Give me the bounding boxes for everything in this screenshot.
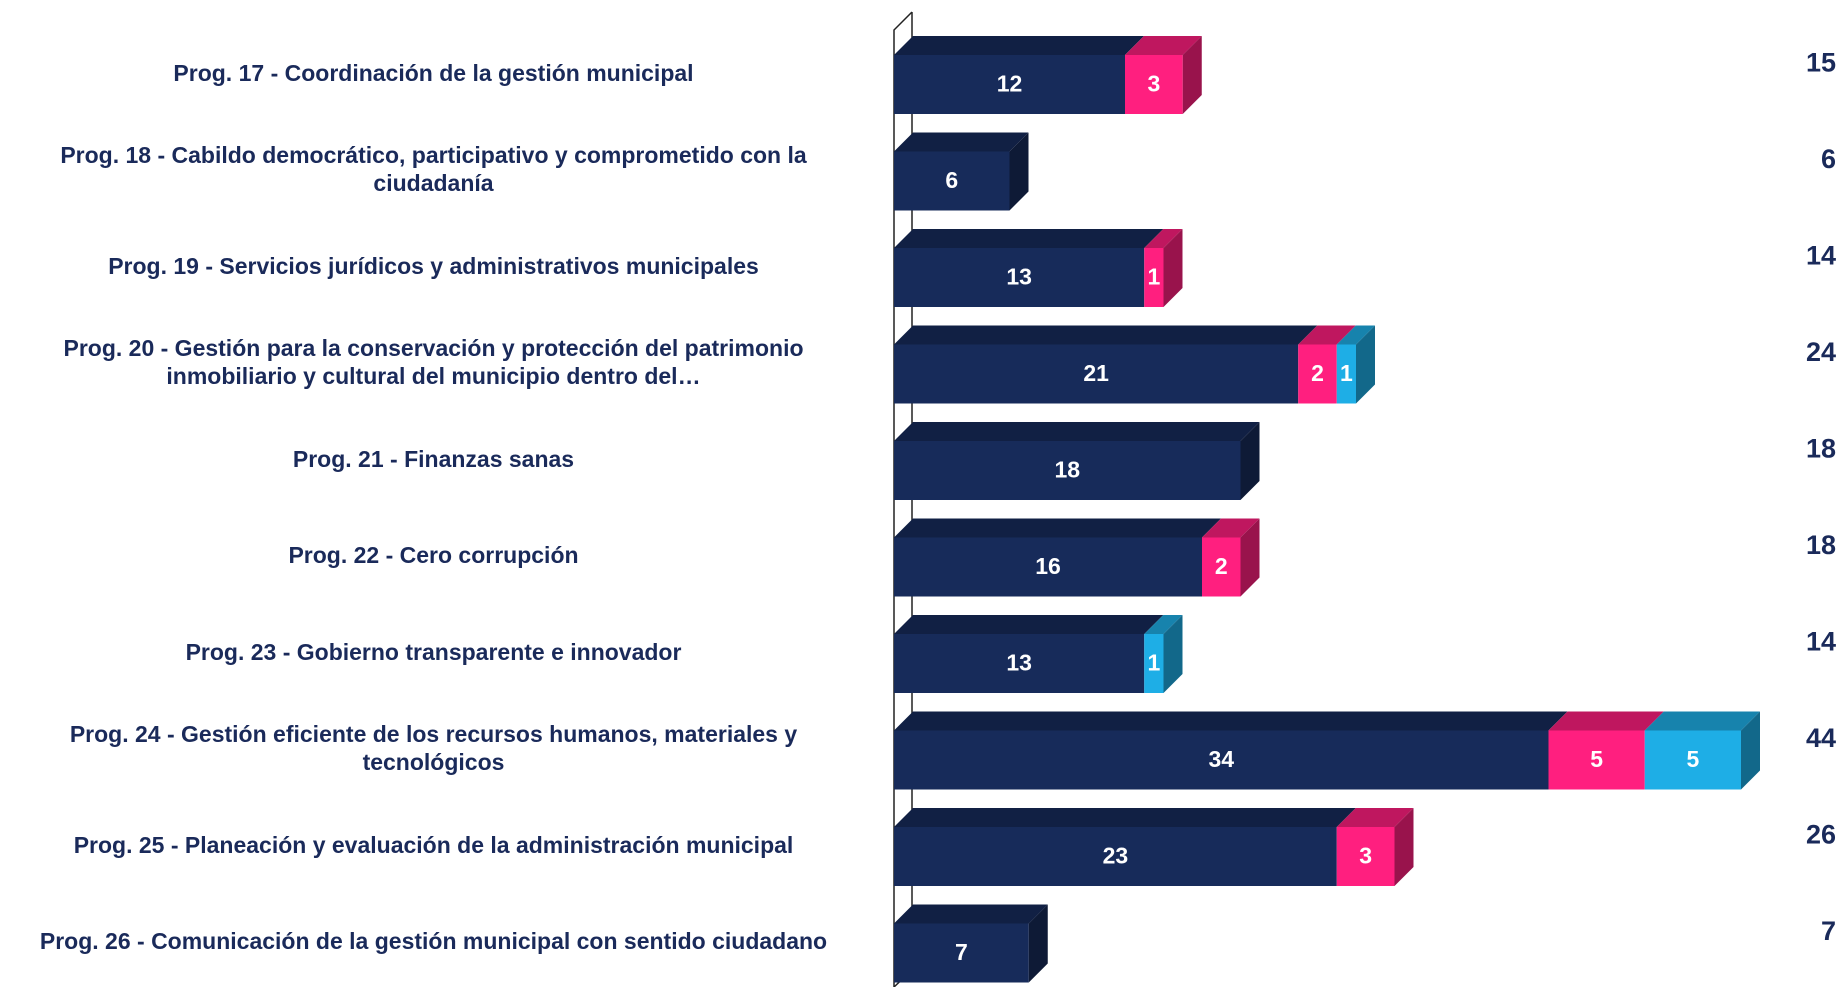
bar	[894, 151, 1010, 211]
bar-top	[1144, 229, 1183, 248]
bar	[1144, 248, 1164, 307]
value-label: 2	[1311, 360, 1324, 386]
bar-top	[1336, 325, 1375, 345]
value-label: 5	[1686, 746, 1699, 772]
bar-side	[1741, 711, 1760, 790]
value-label: 3	[1147, 71, 1160, 97]
bar	[1336, 827, 1395, 886]
bar	[894, 827, 1337, 886]
bar-top	[1548, 711, 1664, 731]
category-label: Prog. 23 - Gobierno transparente e innov…	[185, 638, 682, 665]
bar-top	[894, 36, 1144, 55]
bar-side	[1356, 325, 1375, 404]
total-label: 15	[1806, 48, 1836, 78]
value-label: 21	[1083, 360, 1109, 386]
category-label: Prog. 19 - Servicios jurídicos y adminis…	[108, 252, 759, 279]
total-label: 7	[1821, 916, 1836, 946]
bar-side	[1163, 615, 1183, 693]
bar	[894, 55, 1125, 114]
value-label: 12	[997, 71, 1023, 97]
bar-top	[1125, 36, 1202, 55]
bar	[1548, 730, 1645, 790]
total-label: 26	[1806, 820, 1836, 850]
bar-top	[1336, 808, 1414, 827]
total-label: 18	[1806, 434, 1836, 464]
category-label: Prog. 20 - Gestión para la conservación …	[63, 335, 804, 389]
total-label: 6	[1821, 144, 1836, 174]
value-label: 1	[1147, 650, 1160, 676]
bar-side	[1009, 132, 1029, 211]
bar-top	[894, 711, 1568, 731]
value-label: 5	[1590, 746, 1603, 772]
bar-top	[1144, 615, 1183, 634]
bar-top	[894, 229, 1164, 248]
total-label: 44	[1806, 723, 1836, 753]
bar-top	[894, 325, 1318, 345]
value-label: 18	[1054, 457, 1080, 483]
value-label: 1	[1147, 264, 1160, 290]
bar-top	[1298, 325, 1356, 345]
bar-side	[1182, 36, 1202, 114]
value-label: 6	[945, 167, 958, 193]
bar-side	[1163, 229, 1183, 307]
bar-side	[1240, 422, 1260, 500]
category-label: Prog. 22 - Cero corrupción	[288, 542, 579, 568]
value-label: 3	[1359, 843, 1372, 869]
bar	[1298, 344, 1337, 404]
bar-side	[1028, 904, 1048, 983]
category-label: Prog. 24 - Gestión eficiente de los recu…	[69, 721, 798, 775]
category-label: Prog. 25 - Planeación y evaluación de la…	[73, 831, 794, 858]
value-label: 1	[1340, 360, 1353, 386]
bar	[894, 248, 1145, 307]
bar-side	[1240, 518, 1260, 597]
bar	[894, 730, 1549, 790]
bar	[1144, 634, 1164, 693]
category-label: Prog. 21 - Finanzas sanas	[292, 445, 575, 472]
category-label: Prog. 18 - Cabildo democrático, particip…	[60, 142, 807, 196]
total-label: 18	[1806, 530, 1836, 560]
bar-top	[894, 518, 1221, 538]
value-label: 13	[1006, 650, 1032, 676]
bar-top	[894, 904, 1048, 924]
bar	[894, 537, 1202, 597]
bar-top	[894, 808, 1356, 827]
bar-top	[1202, 518, 1260, 538]
bar-top	[1644, 711, 1760, 731]
bar	[894, 923, 1029, 983]
value-label: 2	[1215, 553, 1228, 579]
value-label: 7	[955, 939, 968, 965]
bar	[894, 344, 1299, 404]
bar-top	[894, 615, 1164, 634]
total-label: 14	[1806, 241, 1836, 271]
bar-side	[1394, 808, 1414, 886]
category-label: Prog. 26 - Comunicación de la gestión mu…	[39, 928, 828, 954]
bar-top	[894, 422, 1260, 441]
value-label: 34	[1208, 746, 1234, 772]
category-label: Prog. 17 - Coordinación de la gestión mu…	[173, 59, 694, 86]
value-label: 16	[1035, 553, 1061, 579]
bar	[1644, 730, 1741, 790]
value-label: 23	[1103, 843, 1129, 869]
bar	[1125, 55, 1183, 114]
value-label: 13	[1006, 264, 1032, 290]
bar	[1202, 537, 1241, 597]
bar	[1336, 344, 1356, 404]
total-label: 24	[1806, 337, 1836, 367]
bar-top	[894, 132, 1029, 152]
bar	[894, 441, 1241, 500]
total-label: 14	[1806, 627, 1836, 657]
bar	[894, 634, 1145, 693]
